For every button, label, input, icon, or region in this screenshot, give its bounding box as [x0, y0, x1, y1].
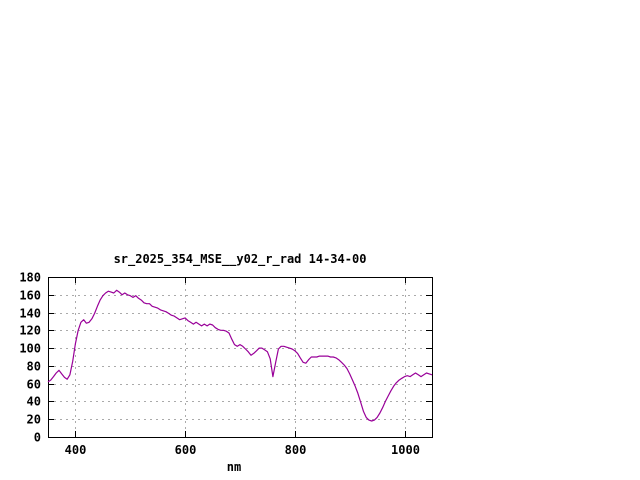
x-tick-label: 1000	[391, 443, 420, 457]
x-axis-label: nm	[227, 460, 241, 474]
y-tick-label: 0	[34, 431, 41, 445]
y-tick-label: 80	[27, 360, 41, 374]
plot-border	[48, 277, 433, 438]
x-tick-label: 600	[175, 443, 197, 457]
x-tick-label: 800	[285, 443, 307, 457]
x-tick-label: 400	[65, 443, 87, 457]
y-tick-label: 120	[19, 324, 41, 338]
y-tick-label: 40	[27, 395, 41, 409]
series-line	[47, 289, 433, 422]
grid-layer	[48, 277, 432, 438]
y-tick-label: 140	[19, 307, 41, 321]
y-tick-label: 100	[19, 342, 41, 356]
y-tick-label: 160	[19, 289, 41, 303]
y-tick-label: 180	[19, 271, 41, 285]
axis-layer: 0 20 40 60 80 100 120 140 160 180 400 600 800 1000	[19, 271, 433, 457]
chart-title: sr_2025_354_MSE__y02_r_rad 14-34-00	[114, 252, 367, 267]
series-layer	[47, 289, 433, 422]
y-tick-label: 60	[27, 378, 41, 392]
y-tick-label: 20	[27, 413, 41, 427]
